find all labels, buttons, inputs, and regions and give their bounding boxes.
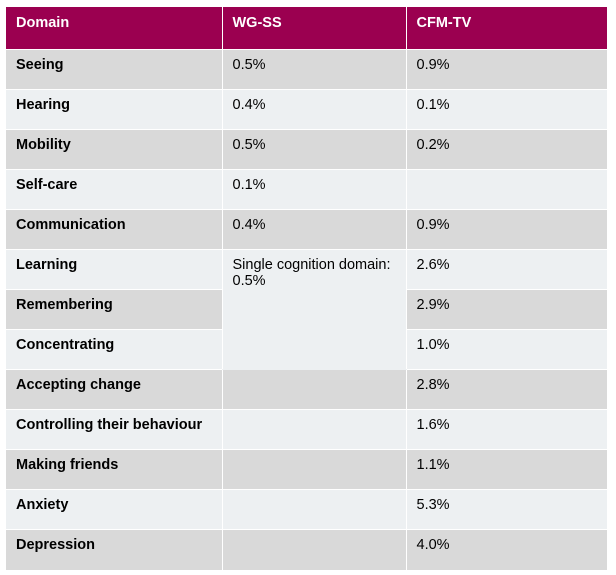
table-row: Remembering 2.9% <box>6 289 607 330</box>
domain-cell: Anxiety <box>6 489 223 530</box>
cognition-value: 0.5% <box>232 272 266 289</box>
cfm-tv-cell: 2.6% <box>406 249 607 290</box>
wg-ss-cell <box>222 449 407 490</box>
cfm-tv-cell <box>406 169 607 210</box>
wg-ss-cell: 0.5% <box>222 49 407 90</box>
domain-cell: Concentrating <box>6 329 223 370</box>
domain-cell: Seeing <box>6 49 223 90</box>
wg-ss-cell <box>222 529 407 571</box>
domain-cell: Remembering <box>6 289 223 330</box>
cfm-tv-cell: 1.6% <box>406 409 607 450</box>
table-row: Hearing 0.4% 0.1% <box>6 89 607 130</box>
table-row: Anxiety 5.3% <box>6 489 607 530</box>
table-row: Seeing 0.5% 0.9% <box>6 49 607 90</box>
header-cfm-tv: CFM-TV <box>406 7 607 50</box>
cfm-tv-cell: 2.8% <box>406 369 607 410</box>
cfm-tv-cell: 0.1% <box>406 89 607 130</box>
wg-ss-cell <box>222 489 407 530</box>
domain-prevalence-table: Domain WG-SS CFM-TV Seeing 0.5% 0.9% Hea… <box>6 7 607 571</box>
wg-ss-cell: 0.1% <box>222 169 407 210</box>
prevalence-table-container: Domain WG-SS CFM-TV Seeing 0.5% 0.9% Hea… <box>6 7 607 571</box>
cfm-tv-cell: 1.1% <box>406 449 607 490</box>
domain-cell: Accepting change <box>6 369 223 410</box>
domain-cell: Learning <box>6 249 223 290</box>
wg-ss-cell: 0.4% <box>222 209 407 250</box>
cfm-tv-cell: 0.9% <box>406 209 607 250</box>
header-wg-ss: WG-SS <box>222 7 407 50</box>
table-row: Accepting change 2.8% <box>6 369 607 410</box>
table-row: Depression 4.0% <box>6 529 607 571</box>
wg-ss-cognition-merged-cell: Single cognition domain: 0.5% <box>222 249 407 370</box>
table-row: Mobility 0.5% 0.2% <box>6 129 607 170</box>
cognition-label: Single cognition domain: <box>232 256 391 273</box>
cfm-tv-cell: 2.9% <box>406 289 607 330</box>
cfm-tv-cell: 0.9% <box>406 49 607 90</box>
table-row: Learning Single cognition domain: 0.5% 2… <box>6 249 607 370</box>
wg-ss-cell: 0.4% <box>222 89 407 130</box>
table-row: Self-care 0.1% <box>6 169 607 210</box>
domain-cell: Self-care <box>6 169 223 210</box>
wg-ss-cell: 0.5% <box>222 129 407 170</box>
table-row: Concentrating 1.0% <box>6 329 607 370</box>
domain-cell: Depression <box>6 529 223 571</box>
domain-cell: Mobility <box>6 129 223 170</box>
wg-ss-cell <box>222 409 407 450</box>
domain-cell: Hearing <box>6 89 223 130</box>
cfm-tv-cell: 5.3% <box>406 489 607 530</box>
table-row: Making friends 1.1% <box>6 449 607 490</box>
header-domain: Domain <box>6 7 223 50</box>
cfm-tv-cell: 1.0% <box>406 329 607 370</box>
table-row: Controlling their behaviour 1.6% <box>6 409 607 450</box>
domain-cell: Making friends <box>6 449 223 490</box>
domain-cell: Controlling their behaviour <box>6 409 223 450</box>
table-header-row: Domain WG-SS CFM-TV <box>6 7 607 50</box>
table-row: Communication 0.4% 0.9% <box>6 209 607 250</box>
domain-cell: Communication <box>6 209 223 250</box>
cfm-tv-cell: 4.0% <box>406 529 607 571</box>
cfm-tv-cell: 0.2% <box>406 129 607 170</box>
wg-ss-cell <box>222 369 407 410</box>
